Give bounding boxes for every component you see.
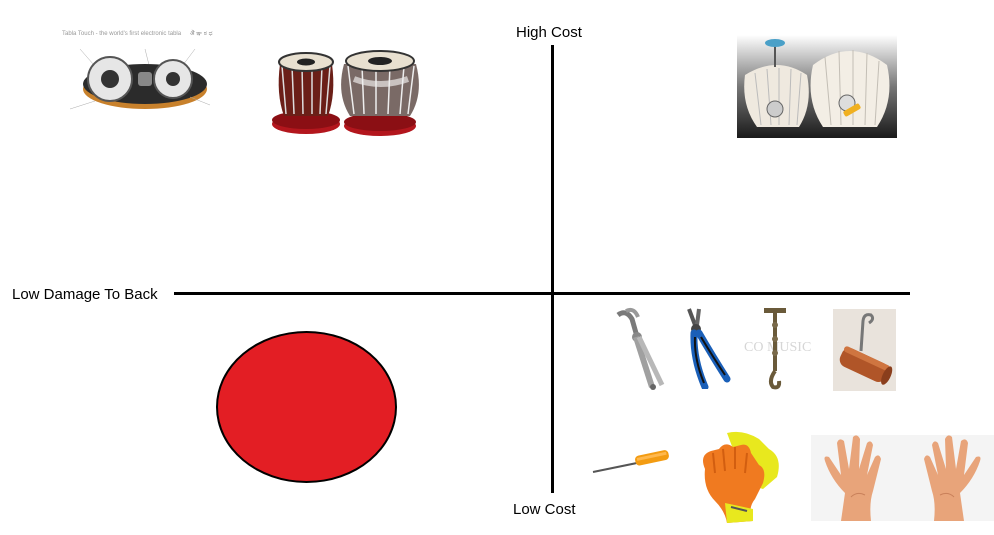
low-cost-label: Low Cost: [513, 501, 576, 518]
hands-image: [811, 435, 994, 521]
electronic-tabla-image: Tabla Touch - the world's first electron…: [60, 27, 240, 122]
tuning-hammer-image: CO MUSIC: [744, 305, 816, 391]
tabla-touch-title: Tabla Touch - the world's first electron…: [62, 31, 182, 37]
gloves-image: [697, 429, 787, 526]
svg-text:ऄ ఞ ಠ ಧ: ऄ ఞ ಠ ಧ: [190, 29, 213, 37]
low-damage-label: Low Damage To Back: [12, 286, 158, 303]
horizontal-axis: [174, 292, 910, 295]
pliers-image: [683, 307, 733, 389]
hydraulic-tabla-image: [737, 35, 897, 138]
red-circle-marker: [216, 331, 397, 483]
hook-tool-image: [833, 309, 896, 391]
locking-pliers-image: [612, 307, 668, 392]
screwdriver-image: [591, 447, 673, 477]
watermark-text: CO MUSIC: [744, 340, 811, 355]
high-cost-label: High Cost: [516, 24, 582, 41]
tabla-drums-image: [268, 44, 420, 140]
vertical-axis: [551, 45, 554, 493]
